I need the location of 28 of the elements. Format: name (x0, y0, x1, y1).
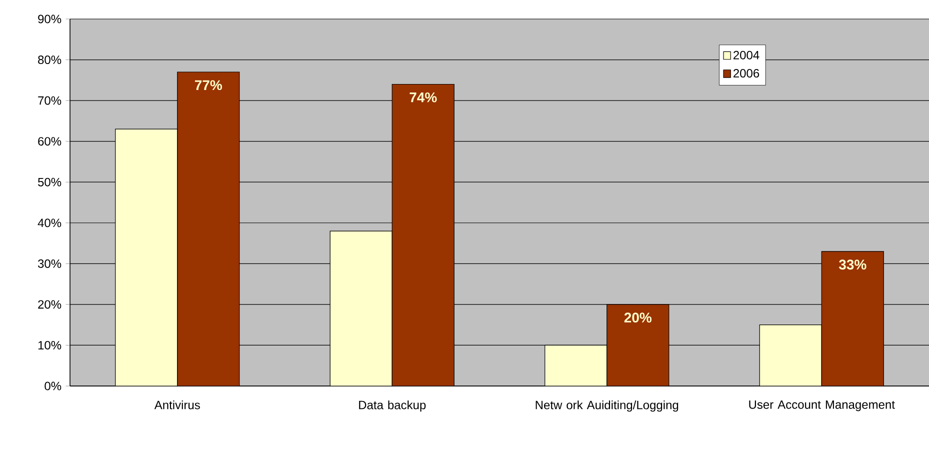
bar (606, 304, 670, 386)
data-label: 77% (194, 80, 222, 90)
x-tick-label: Antivirus (154, 400, 200, 410)
bar (759, 324, 822, 386)
bar (330, 230, 392, 386)
data-label: 20% (624, 312, 652, 323)
y-tick-label: 80% (38, 56, 62, 64)
bar (821, 251, 884, 386)
x-tick-label: Netw ork Auiditing/Logging (536, 400, 678, 412)
y-tick-label: 40% (38, 218, 62, 228)
y-tick-label: 0% (44, 382, 62, 390)
bar (544, 344, 608, 386)
x-tick-label: Data backup (359, 400, 426, 412)
y-tick-label: 20% (38, 300, 62, 309)
y-tick-label: 60% (38, 137, 62, 146)
y-tick-label: 50% (38, 178, 62, 186)
y-tick-label: 30% (38, 259, 62, 268)
y-tick-label: 90% (38, 14, 62, 24)
bar (177, 72, 240, 386)
bar (392, 84, 454, 386)
data-label: 74% (410, 92, 437, 102)
y-tick-label: 70% (38, 96, 62, 105)
data-label: 33% (838, 260, 866, 270)
bar (115, 128, 178, 386)
y-tick-label: 10% (38, 340, 62, 350)
legend-label: 2006 (734, 69, 760, 78)
x-tick-label: User Account Management (749, 400, 895, 412)
legend-label: 2004 (734, 50, 760, 60)
